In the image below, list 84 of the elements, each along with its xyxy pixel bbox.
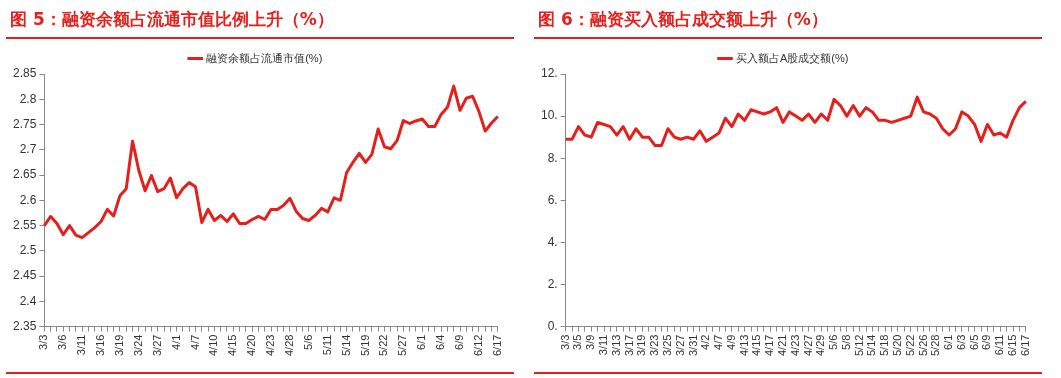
x-tick-label: 6/11 xyxy=(993,334,1006,356)
y-tick-label: 2.65 xyxy=(13,167,37,182)
x-tick-label: 6/15 xyxy=(1006,334,1019,357)
x-tick-label: 4/1 xyxy=(169,334,182,350)
x-tick-label: 3/11 xyxy=(75,334,88,356)
x-tick-label: 3/27 xyxy=(150,334,163,357)
x-tick-label: 3/25 xyxy=(660,334,673,357)
x-tick-label: 5/14 xyxy=(339,334,352,357)
x-tick-label: 5/28 xyxy=(929,334,942,357)
x-tick-label: 3/19 xyxy=(112,334,125,357)
x-tick-label: 3/5 xyxy=(571,334,584,350)
x-tick-label: 4/27 xyxy=(801,334,814,357)
x-tick-label: 5/18 xyxy=(878,334,891,357)
x-tick-label: 4/28 xyxy=(283,334,295,357)
x-tick-label: 4/15 xyxy=(226,334,239,357)
x-tick-label: 5/11 xyxy=(320,334,333,356)
y-tick-label: 2.5 xyxy=(19,243,37,258)
y-tick-label: 2.4 xyxy=(19,293,37,308)
x-tick-label: 5/22 xyxy=(903,334,916,357)
x-tick-label: 4/7 xyxy=(712,334,725,350)
x-tick-label: 4/23 xyxy=(264,334,277,357)
y-tick-label: 12. xyxy=(540,66,558,81)
x-tick-label: 3/23 xyxy=(648,334,661,357)
x-tick-label: 6/4 xyxy=(434,334,447,350)
x-tick-label: 3/24 xyxy=(131,334,144,357)
y-tick-label: 6. xyxy=(547,192,558,207)
chart-title: 图 5：融资余额占流通市值比例上升（%） xyxy=(6,0,514,39)
x-tick-label: 5/20 xyxy=(891,334,904,357)
x-tick-label: 3/27 xyxy=(673,334,686,357)
x-tick-label: 4/23 xyxy=(788,334,801,357)
legend-label: 融资余额占流通市值(%) xyxy=(206,51,323,64)
x-tick-label: 3/19 xyxy=(635,334,648,357)
y-tick-label: 2.85 xyxy=(13,66,37,81)
x-tick-label: 6/17 xyxy=(490,334,503,357)
y-tick-label: 2. xyxy=(547,276,558,291)
y-tick-label: 8. xyxy=(547,150,558,165)
x-tick-label: 4/21 xyxy=(775,334,788,357)
x-tick-label: 4/17 xyxy=(763,334,776,357)
x-tick-label: 5/27 xyxy=(396,334,409,357)
x-tick-label: 5/26 xyxy=(916,334,929,357)
x-tick-label: 4/15 xyxy=(750,334,763,357)
x-tick-label: 3/3 xyxy=(37,334,50,350)
y-tick-label: 10. xyxy=(540,108,558,123)
chart-title: 图 6：融资买入额占成交额上升（%） xyxy=(534,0,1042,39)
y-tick-label: 4. xyxy=(547,234,558,249)
x-tick-label: 3/9 xyxy=(584,334,597,350)
x-tick-label: 3/31 xyxy=(686,334,699,357)
x-tick-label: 3/6 xyxy=(56,334,69,350)
x-tick-label: 3/13 xyxy=(609,334,622,357)
x-tick-label: 6/9 xyxy=(980,334,993,350)
x-tick-label: 4/29 xyxy=(814,334,827,357)
y-tick-label: 0. xyxy=(547,318,558,333)
x-tick-label: 6/12 xyxy=(471,334,484,357)
y-tick-label: 2.7 xyxy=(19,142,37,157)
x-tick-label: 5/12 xyxy=(852,334,865,357)
x-tick-label: 5/22 xyxy=(377,334,390,357)
x-tick-label: 4/9 xyxy=(724,334,737,350)
x-tick-label: 5/8 xyxy=(839,334,852,350)
x-tick-label: 4/13 xyxy=(737,334,750,357)
x-tick-label: 6/1 xyxy=(415,334,428,350)
x-tick-label: 6/17 xyxy=(1018,334,1031,357)
x-tick-label: 4/20 xyxy=(245,334,258,357)
x-tick-label: 5/14 xyxy=(865,334,878,357)
x-tick-label: 4/7 xyxy=(188,334,201,350)
y-tick-label: 2.55 xyxy=(13,217,37,232)
x-tick-label: 3/3 xyxy=(558,334,571,350)
y-tick-label: 2.45 xyxy=(13,268,37,283)
legend-label: 买入额占A股成交额(%) xyxy=(736,51,849,64)
y-tick-label: 2.35 xyxy=(13,318,37,333)
x-tick-label: 4/10 xyxy=(207,334,220,357)
x-tick-label: 3/16 xyxy=(94,334,107,357)
x-tick-label: 4/2 xyxy=(699,334,712,350)
x-tick-label: 5/6 xyxy=(827,334,840,350)
x-tick-label: 6/3 xyxy=(954,334,967,350)
x-tick-label: 6/1 xyxy=(942,334,955,350)
y-tick-label: 2.6 xyxy=(19,192,37,207)
x-tick-label: 3/11 xyxy=(597,334,610,356)
x-tick-label: 5/6 xyxy=(301,334,314,350)
x-tick-label: 5/19 xyxy=(358,334,371,357)
x-tick-label: 3/17 xyxy=(622,334,635,357)
x-tick-label: 6/9 xyxy=(453,334,466,350)
y-tick-label: 2.75 xyxy=(13,116,37,131)
x-tick-label: 6/5 xyxy=(967,334,980,350)
y-tick-label: 2.8 xyxy=(19,91,37,106)
